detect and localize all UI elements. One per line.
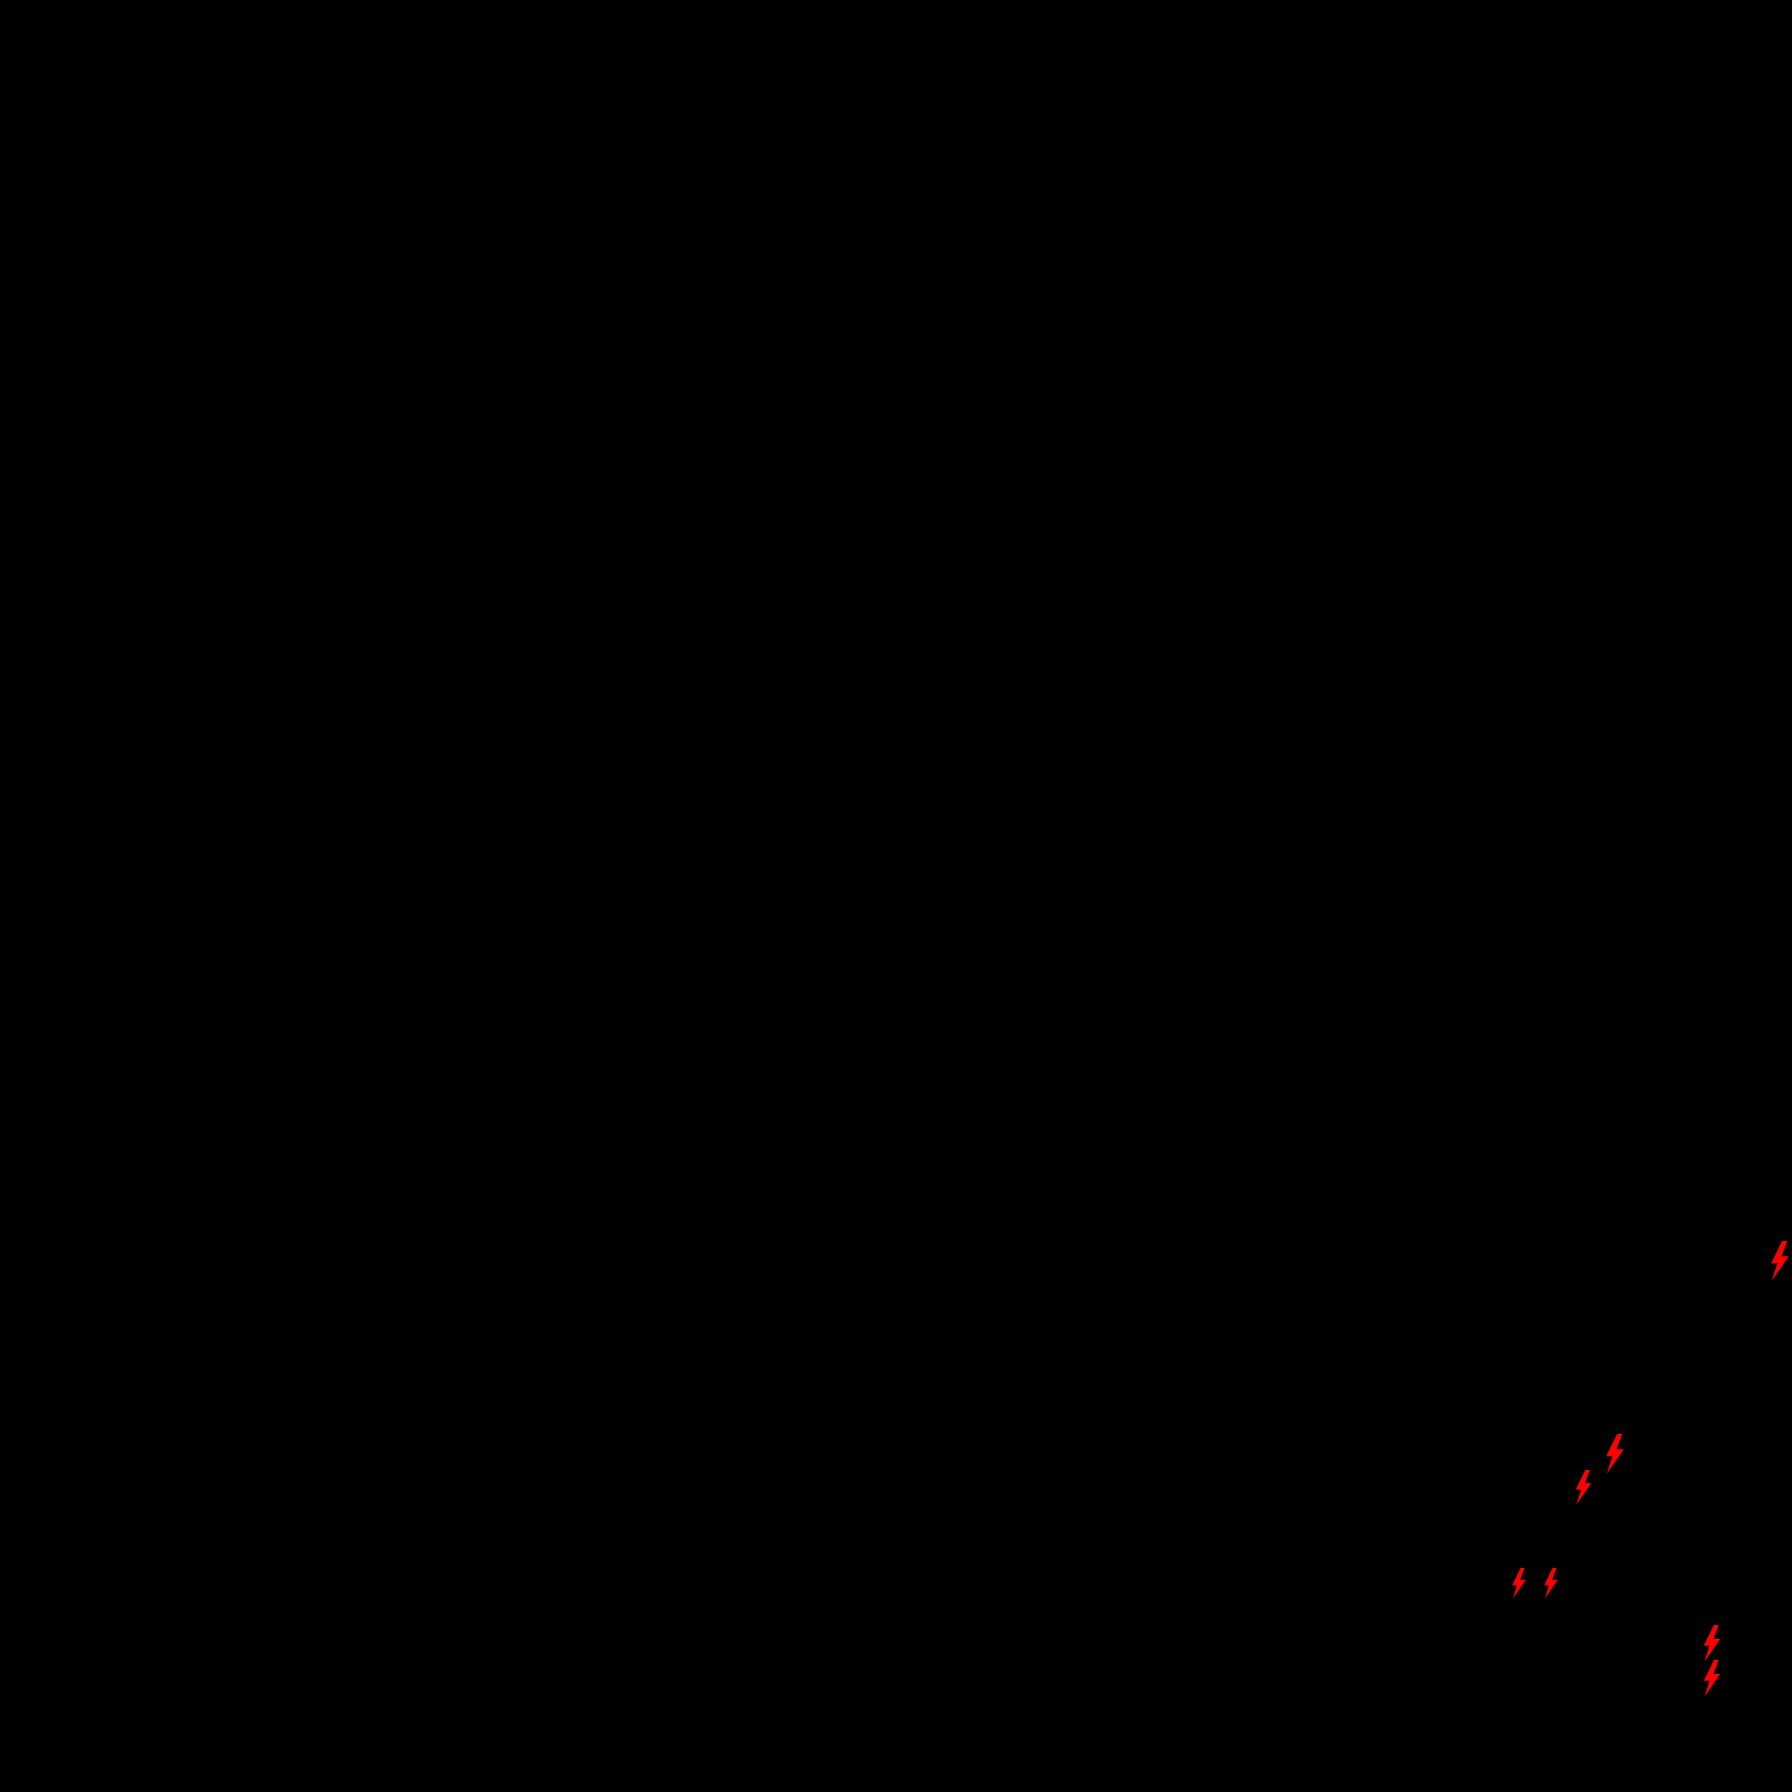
lightning-bolt-icon bbox=[1771, 1241, 1789, 1281]
bolt-right-edge-clipped-icon bbox=[1767, 1241, 1792, 1281]
bolt-pair-left-icon bbox=[1509, 1568, 1529, 1599]
bolt-stack-bottom-icon bbox=[1700, 1660, 1724, 1697]
bolt-pair-right-icon bbox=[1541, 1568, 1561, 1599]
lightning-bolt-icon bbox=[1703, 1625, 1721, 1662]
lightning-bolt-icon bbox=[1575, 1470, 1592, 1505]
lightning-bolt-icon bbox=[1703, 1660, 1721, 1697]
bolt-upper-cluster-lower-left-icon bbox=[1572, 1470, 1595, 1505]
lightning-bolt-icon bbox=[1606, 1434, 1624, 1474]
bolt-stack-top-icon bbox=[1700, 1625, 1724, 1662]
lightning-bolt-icon bbox=[1512, 1568, 1526, 1599]
lightning-bolt-icon bbox=[1544, 1568, 1558, 1599]
bolt-upper-cluster-top-icon bbox=[1602, 1434, 1628, 1474]
